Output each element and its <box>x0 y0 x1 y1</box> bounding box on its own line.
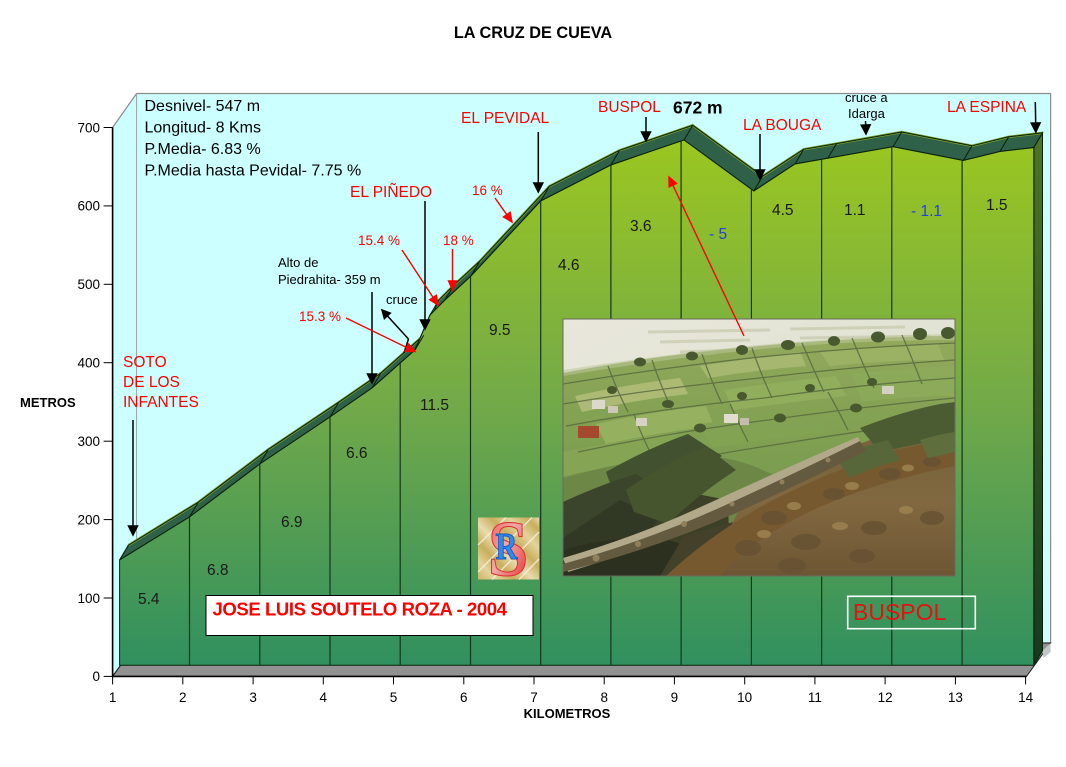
svg-text:Desnivel- 547 m: Desnivel- 547 m <box>145 98 261 115</box>
svg-text:6: 6 <box>460 690 468 705</box>
svg-text:672 m: 672 m <box>673 98 723 118</box>
svg-text:9: 9 <box>671 690 679 705</box>
svg-text:6.8: 6.8 <box>207 562 229 579</box>
svg-text:11: 11 <box>808 690 822 705</box>
svg-text:600: 600 <box>77 199 100 214</box>
svg-text:15.4 %: 15.4 % <box>358 233 400 248</box>
svg-text:300: 300 <box>77 434 100 449</box>
svg-text:5: 5 <box>390 690 398 705</box>
svg-text:cruce a: cruce a <box>845 90 888 105</box>
svg-text:SOTO: SOTO <box>123 354 167 371</box>
svg-text:5.4: 5.4 <box>138 591 160 608</box>
svg-text:Piedrahita- 359 m: Piedrahita- 359 m <box>278 272 381 287</box>
svg-text:2: 2 <box>179 690 187 705</box>
svg-text:0: 0 <box>92 669 100 684</box>
svg-text:13: 13 <box>948 690 963 705</box>
svg-text:cruce: cruce <box>386 292 418 307</box>
svg-text:EL PEVIDAL: EL PEVIDAL <box>461 110 550 127</box>
svg-text:4: 4 <box>320 690 328 705</box>
svg-text:Idarga: Idarga <box>848 106 886 121</box>
svg-text:LA ESPINA: LA ESPINA <box>947 99 1027 116</box>
svg-text:7: 7 <box>530 690 538 705</box>
svg-text:1: 1 <box>109 690 117 705</box>
svg-text:BUSPOL: BUSPOL <box>598 99 661 116</box>
svg-text:KILOMETROS: KILOMETROS <box>524 706 611 721</box>
svg-text:S: S <box>488 505 529 593</box>
svg-text:R: R <box>496 526 519 568</box>
svg-text:JOSE LUIS SOUTELO ROZA - 2004: JOSE LUIS SOUTELO ROZA - 2004 <box>213 599 508 620</box>
svg-text:P.Media- 6.83 %: P.Media- 6.83 % <box>145 141 261 158</box>
svg-text:15.3 %: 15.3 % <box>299 309 341 324</box>
svg-text:1.5: 1.5 <box>986 197 1008 214</box>
svg-text:BUSPOL: BUSPOL <box>853 599 947 625</box>
svg-text:EL PIÑEDO: EL PIÑEDO <box>350 184 432 201</box>
svg-text:400: 400 <box>77 356 100 371</box>
svg-text:DE LOS: DE LOS <box>123 374 180 391</box>
svg-text:LA CRUZ DE CUEVA: LA CRUZ DE CUEVA <box>454 24 613 42</box>
svg-text:10: 10 <box>737 690 752 705</box>
svg-text:METROS: METROS <box>20 395 76 410</box>
svg-text:100: 100 <box>77 591 100 606</box>
svg-text:3.6: 3.6 <box>630 218 652 235</box>
svg-text:INFANTES: INFANTES <box>123 394 199 411</box>
svg-text:4.5: 4.5 <box>772 202 794 219</box>
svg-text:9.5: 9.5 <box>489 322 511 339</box>
svg-text:700: 700 <box>77 120 100 135</box>
svg-text:18 %: 18 % <box>443 233 474 248</box>
svg-text:8: 8 <box>600 690 608 705</box>
svg-text:1.1: 1.1 <box>844 202 866 219</box>
svg-text:- 5: - 5 <box>709 226 727 243</box>
svg-text:500: 500 <box>77 277 100 292</box>
svg-text:200: 200 <box>77 512 100 527</box>
svg-text:16 %: 16 % <box>472 183 503 198</box>
svg-text:6.9: 6.9 <box>281 514 303 531</box>
svg-text:3: 3 <box>249 690 257 705</box>
svg-text:Alto de: Alto de <box>278 255 318 270</box>
svg-text:P.Media hasta Pevidal- 7.75 %: P.Media hasta Pevidal- 7.75 % <box>145 163 362 180</box>
svg-text:11.5: 11.5 <box>420 397 449 414</box>
svg-text:- 1.1: - 1.1 <box>911 203 942 220</box>
svg-text:Longitud- 8 Kms: Longitud- 8 Kms <box>145 120 262 137</box>
svg-text:6.6: 6.6 <box>346 445 368 462</box>
svg-text:4.6: 4.6 <box>558 257 580 274</box>
svg-text:14: 14 <box>1018 690 1034 705</box>
svg-text:LA BOUGA: LA BOUGA <box>743 117 822 134</box>
svg-text:12: 12 <box>878 690 893 705</box>
